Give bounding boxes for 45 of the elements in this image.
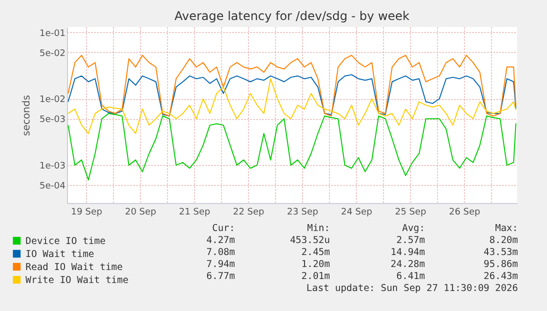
legend-label: Write IO Wait time [26,274,129,286]
text: 6.77m [206,271,236,282]
y-tick-label: 1e-03 [40,162,66,172]
y-tick-label: 5e-02 [40,48,66,59]
text: Last update: Sun Sep 27 11:30:09 2026 [306,283,518,294]
x-tick-label: 20 Sep [124,208,157,218]
text: 2.45m [301,247,330,258]
legend-label: Read IO Wait time [26,262,124,273]
text: 8.20m [489,235,518,246]
text: 43.53m [484,247,518,258]
text: 453.52u [290,235,330,246]
y-axis-title: seconds [22,95,33,136]
text: 14.94m [390,247,426,258]
y-tick-label: 1e-02 [40,95,66,106]
line-series [68,78,516,134]
text: 95.86m [484,259,518,270]
x-tick-label: 22 Sep [232,208,265,218]
y-tick-label: 1e-01 [40,28,66,39]
text: 2.01m [301,271,330,282]
text: 26.43m [484,271,518,282]
line-series [68,112,516,180]
x-tick-label: 23 Sep [286,208,319,218]
text: Min: [307,223,330,234]
x-tick-label: 19 Sep [70,208,103,218]
x-tick-label: 25 Sep [394,208,427,218]
text: 6.41m [396,271,426,282]
x-tick-label: 21 Sep [178,208,211,218]
text: 7.08m [206,247,236,258]
y-tick-label: 5e-03 [40,115,66,126]
x-tick-label: 26 Sep [448,208,481,218]
legend-label: Device IO time [26,236,106,247]
text: 1.20m [301,259,330,270]
text: 4.27m [206,235,236,246]
text: Max: [495,223,518,234]
text: 7.94m [206,259,236,270]
x-tick-label: 24 Sep [340,208,373,218]
text: Avg: [402,223,425,234]
text: 2.57m [396,235,426,246]
line-series [68,54,516,116]
text: 24.28m [390,259,426,270]
text: Cur: [212,223,235,234]
legend-label: IO Wait time [26,248,94,260]
chart-title: Average latency for /dev/sdg - by week [174,9,410,23]
line-series [68,74,516,116]
y-tick-label: 5e-04 [40,182,66,192]
